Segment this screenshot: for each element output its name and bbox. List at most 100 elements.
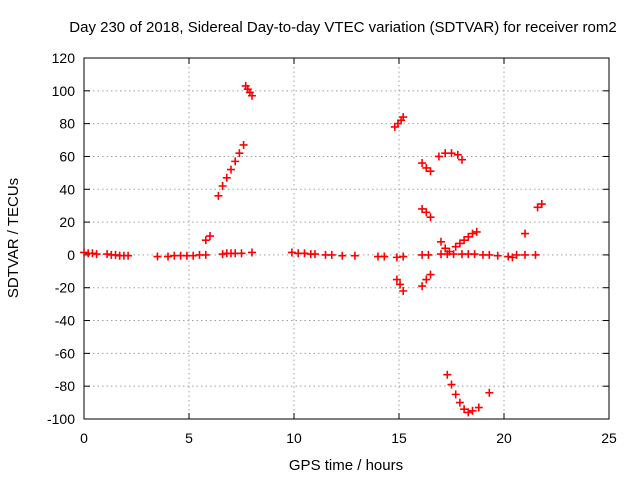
x-tick-label: 15	[391, 430, 407, 446]
data-point	[460, 405, 469, 414]
data-point	[472, 227, 481, 236]
y-tick-labels: -100 -80 -60 -40 -20 0 20 40 60 80 100 120	[47, 50, 75, 427]
data-point	[418, 159, 427, 168]
data-point	[103, 250, 112, 259]
data-point	[458, 155, 466, 164]
data-point	[201, 236, 210, 245]
data-point	[218, 250, 227, 259]
data-point	[521, 229, 529, 238]
y-tick-label: 20	[59, 214, 75, 230]
data-point	[464, 232, 473, 241]
data-point	[537, 200, 546, 209]
data-point	[153, 252, 162, 261]
data-point	[451, 242, 460, 251]
data-point	[218, 181, 227, 190]
y-tick-label: 0	[67, 247, 75, 263]
data-point	[392, 253, 401, 262]
data-point	[418, 204, 427, 213]
data-point	[399, 252, 408, 261]
data-point	[441, 244, 450, 253]
data-point	[418, 282, 427, 291]
y-tick-label: 80	[59, 116, 75, 132]
y-tick-label: 100	[52, 83, 76, 99]
data-point	[164, 252, 172, 261]
data-point	[443, 370, 452, 379]
data-point	[111, 250, 120, 259]
x-tick-label: 0	[80, 430, 88, 446]
tick-marks	[83, 57, 610, 420]
data-point	[485, 250, 494, 259]
data-points	[80, 81, 546, 417]
data-point	[327, 250, 336, 259]
y-tick-label: -60	[55, 345, 75, 361]
data-point	[422, 163, 431, 172]
data-point	[350, 251, 359, 260]
y-tick-label: -80	[55, 378, 75, 394]
data-point	[493, 251, 502, 260]
data-point	[92, 250, 101, 259]
data-point	[445, 247, 454, 256]
data-point	[447, 380, 456, 389]
data-point	[504, 252, 513, 261]
data-point	[399, 113, 408, 122]
x-tick-label: 10	[286, 430, 302, 446]
plot-frame	[83, 57, 610, 420]
data-point	[468, 406, 477, 415]
data-point	[88, 249, 97, 258]
data-point	[453, 150, 462, 159]
data-point	[422, 275, 431, 284]
data-point	[455, 398, 464, 407]
data-point	[399, 287, 408, 296]
data-point	[206, 232, 214, 241]
data-point	[287, 248, 296, 257]
data-point	[311, 250, 319, 259]
y-tick-label: -20	[55, 280, 75, 296]
data-point	[237, 249, 246, 258]
data-point	[426, 167, 435, 176]
data-point	[80, 248, 88, 257]
data-point	[437, 237, 445, 246]
data-point	[201, 250, 210, 259]
data-point	[392, 275, 401, 284]
data-point	[227, 165, 235, 174]
y-axis-label: SDTVAR / TECUs	[5, 178, 22, 298]
data-point	[248, 91, 256, 100]
data-point	[248, 248, 256, 257]
data-point	[231, 157, 240, 166]
x-tick-label: 20	[496, 430, 512, 446]
data-point	[189, 251, 198, 260]
data-point	[464, 408, 473, 417]
data-point	[521, 250, 529, 259]
y-tick-label: 60	[59, 148, 75, 164]
y-tick-label: 40	[59, 181, 75, 197]
data-point	[474, 403, 483, 412]
data-point	[447, 149, 456, 158]
data-point	[396, 280, 405, 289]
data-point	[451, 390, 460, 399]
y-tick-label: -100	[47, 411, 75, 427]
chart-title: Day 230 of 2018, Sidereal Day-to-day VTE…	[69, 19, 616, 36]
data-point	[455, 239, 464, 248]
grid-lines	[84, 58, 609, 419]
x-axis-label: GPS time / hours	[289, 457, 403, 474]
data-point	[380, 252, 389, 261]
data-point	[512, 250, 521, 259]
data-point	[422, 208, 431, 217]
data-point	[434, 152, 443, 161]
data-point	[508, 253, 517, 262]
y-tick-label: 120	[52, 50, 76, 66]
data-point	[470, 250, 479, 259]
data-point	[460, 236, 469, 245]
data-point	[468, 229, 477, 238]
data-point	[426, 270, 435, 279]
y-tick-label: -40	[55, 313, 75, 329]
data-point	[222, 173, 231, 182]
data-point	[424, 250, 433, 259]
data-point	[533, 203, 542, 212]
data-point	[485, 388, 494, 397]
data-point	[426, 213, 435, 222]
data-point	[239, 140, 248, 149]
x-tick-labels: 0 5 10 15 20 25	[80, 430, 617, 446]
x-tick-label: 5	[185, 430, 193, 446]
